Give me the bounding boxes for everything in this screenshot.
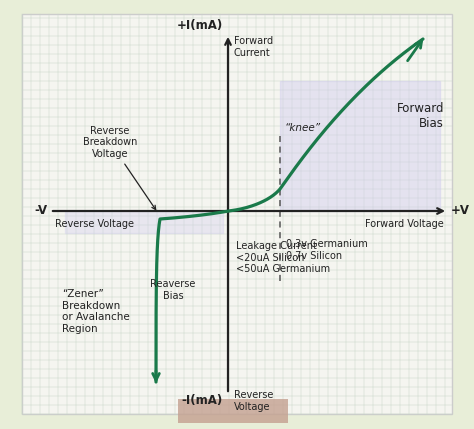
Text: “knee”: “knee” <box>285 123 321 133</box>
Text: Reverse
Breakdown
Voltage: Reverse Breakdown Voltage <box>83 126 155 209</box>
Text: “Zener”
Breakdown
or Avalanche
Region: “Zener” Breakdown or Avalanche Region <box>62 289 130 334</box>
Bar <box>178 399 288 423</box>
Text: Reaverse
Bias: Reaverse Bias <box>150 279 196 301</box>
Text: Reverse
Voltage: Reverse Voltage <box>234 390 273 411</box>
Text: Leakage Current
<20uA Silicon
<50uA Germanium: Leakage Current <20uA Silicon <50uA Germ… <box>236 241 330 274</box>
Text: -I(mA): -I(mA) <box>182 394 223 407</box>
Text: Forward
Current: Forward Current <box>234 36 273 57</box>
Polygon shape <box>280 81 440 211</box>
Text: -V: -V <box>35 205 48 218</box>
Text: 0.3v Germanium
0.7v Silicon: 0.3v Germanium 0.7v Silicon <box>286 239 368 260</box>
Text: +V: +V <box>451 205 470 218</box>
Polygon shape <box>65 211 223 233</box>
Text: Forward Voltage: Forward Voltage <box>365 219 444 229</box>
Text: Forward
Bias: Forward Bias <box>396 102 444 130</box>
Text: +I(mA): +I(mA) <box>177 19 223 32</box>
Text: Reverse Voltage: Reverse Voltage <box>55 219 134 229</box>
